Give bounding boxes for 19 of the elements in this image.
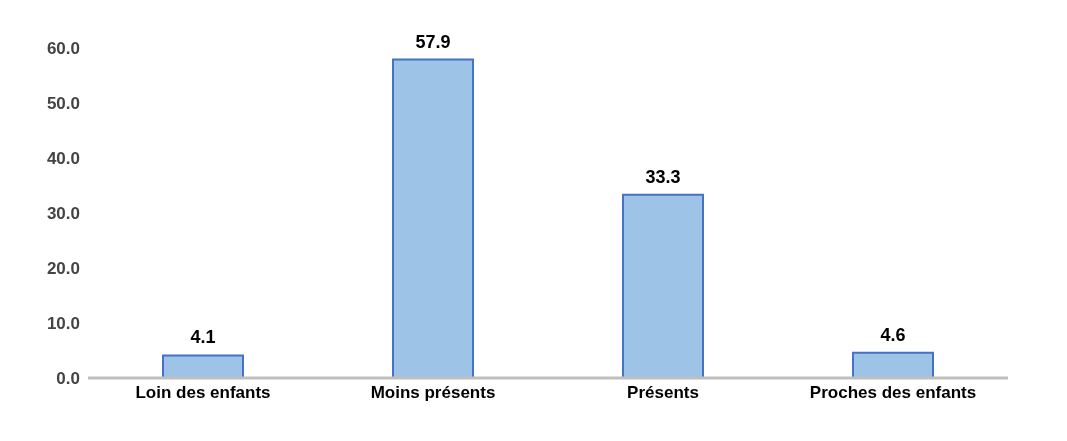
- data-label: 33.3: [645, 166, 681, 187]
- data-label: 57.9: [415, 31, 451, 52]
- y-tick-label: 40.0: [46, 149, 80, 169]
- x-tick-label: Moins présents: [370, 383, 496, 403]
- y-tick-label: 30.0: [46, 204, 80, 224]
- x-tick-label: Présents: [627, 383, 699, 403]
- y-tick-label: 20.0: [46, 259, 80, 279]
- y-tick-label: 0.0: [56, 369, 80, 389]
- bar: [392, 58, 474, 378]
- x-tick-label: Loin des enfants: [135, 383, 271, 403]
- bar: [852, 351, 934, 378]
- y-tick-label: 60.0: [46, 39, 80, 59]
- bar: [622, 193, 704, 378]
- data-label: 4.6: [880, 324, 906, 345]
- data-label: 4.1: [190, 327, 216, 348]
- y-tick-label: 50.0: [46, 94, 80, 114]
- x-tick-label: Proches des enfants: [809, 383, 977, 403]
- y-tick-label: 10.0: [46, 314, 80, 334]
- bar: [162, 354, 244, 378]
